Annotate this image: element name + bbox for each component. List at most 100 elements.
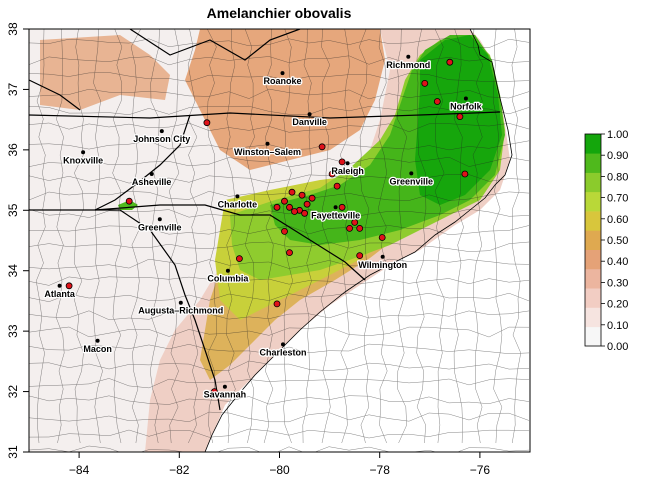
county-line [29, 156, 530, 168]
city-label: Asheville [132, 177, 172, 187]
colorbar-label: 0.40 [607, 256, 628, 268]
colorbar-swatch [585, 134, 601, 154]
county-line [339, 29, 350, 444]
occurrence-point [461, 170, 469, 178]
city-dot [265, 141, 270, 146]
colorbar-label: 1.00 [607, 129, 628, 141]
county-line [206, 29, 217, 444]
city-label: Fayetteville [311, 210, 360, 220]
occurrence-point [446, 58, 454, 66]
county-line [396, 29, 408, 444]
colorbar-legend: 0.00 0.10 0.20 0.30 0.40 0.50 0.60 0.70 0.80 0.90… [584, 129, 628, 353]
county-line [434, 29, 445, 444]
city-label: Augusta–Richmond [138, 306, 223, 316]
colorbar-swatch [585, 191, 601, 212]
city-dot [307, 112, 312, 117]
city-label: Columbia [207, 274, 249, 284]
occurrence-point [235, 255, 243, 263]
occurrence-point [328, 170, 336, 178]
occurrence-point [433, 98, 441, 105]
y-tick-label: 36 [6, 143, 20, 157]
occurrence-points [65, 58, 469, 396]
occurrence-point [273, 203, 281, 211]
city-dot [235, 194, 240, 199]
county-borders [29, 29, 530, 452]
county-line [29, 208, 530, 218]
city-label: Knoxville [63, 155, 103, 165]
occurrence-point [318, 143, 326, 151]
city-dot [225, 268, 230, 273]
colorbar-swatch [585, 153, 601, 173]
y-tick-label: 34 [6, 264, 20, 278]
city-label: Charleston [259, 347, 306, 357]
city-dot [159, 129, 164, 134]
county-line [29, 395, 530, 405]
border-nc-sc [94, 204, 366, 281]
colorbar-swatch [585, 230, 601, 250]
city-dot [57, 283, 62, 288]
occurrence-point [356, 252, 364, 260]
county-line [187, 29, 199, 444]
county-line [29, 428, 530, 439]
occurrence-point [308, 194, 316, 202]
occurrence-point [333, 182, 341, 190]
city-label: Raleigh [331, 166, 364, 176]
occurrence-point [456, 113, 464, 120]
border-wv-va [129, 29, 301, 61]
occurrence-point [351, 218, 359, 226]
city-dot [81, 150, 86, 155]
occurrence-point [291, 208, 298, 215]
occurrence-point [203, 119, 211, 127]
city-label: Greenville [138, 222, 182, 232]
city-dot [380, 254, 385, 259]
colorbar-label: 0.80 [607, 171, 628, 183]
occurrence-point [210, 388, 218, 396]
county-line [73, 29, 84, 444]
colorbar-swatch [585, 211, 601, 231]
county-line [55, 29, 65, 444]
colorbar-swatch [585, 268, 601, 289]
colorbar-label: 0.70 [607, 193, 628, 205]
city-label: Charlotte [218, 199, 258, 209]
occurrence-point [125, 197, 133, 205]
occurrence-point [301, 209, 309, 217]
occurrence-point [281, 227, 288, 235]
occurrence-point [65, 282, 73, 290]
city-dot [463, 96, 468, 101]
y-tick-label: 33 [6, 324, 20, 338]
city-label: Richmond [386, 60, 430, 70]
x-tick-label: −80 [269, 463, 290, 477]
county-line [29, 105, 530, 115]
occurrence-point [281, 197, 288, 205]
occurrence-point [303, 200, 311, 208]
county-line [168, 29, 180, 444]
county-line [29, 88, 530, 100]
occurrence-point [338, 158, 346, 166]
y-tick-label: 31 [6, 445, 20, 459]
county-line [29, 241, 530, 252]
city-dot [281, 342, 285, 347]
colorbar-swatch [585, 307, 601, 328]
occurrence-point [338, 203, 346, 211]
city-label: Greenville [390, 176, 434, 186]
border-ga-sc [119, 209, 221, 411]
x-axis: −84 −82 −80 −78 −76 [69, 452, 490, 477]
colorbar-label: 0.30 [607, 277, 628, 289]
county-line [472, 29, 484, 444]
x-tick-label: −84 [69, 463, 90, 477]
y-tick-label: 32 [6, 385, 20, 399]
city-dot [333, 205, 338, 210]
city-dot [157, 217, 162, 222]
county-line [29, 326, 530, 338]
y-tick-label: 37 [6, 82, 20, 96]
y-axis: 31 32 33 34 35 36 37 38 [6, 22, 29, 459]
city-label: Macon [83, 344, 112, 354]
county-line [29, 191, 530, 201]
city-label: Wilmington [358, 260, 407, 270]
occurrence-point [421, 80, 429, 87]
coastline [204, 29, 513, 452]
y-tick-label: 35 [6, 203, 20, 217]
x-tick-label: −76 [470, 463, 491, 477]
county-line [29, 360, 530, 372]
